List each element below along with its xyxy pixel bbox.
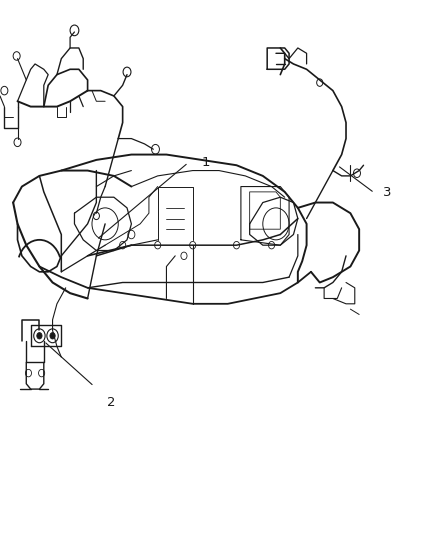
Circle shape — [50, 333, 55, 339]
Text: 2: 2 — [107, 396, 116, 409]
Text: 1: 1 — [201, 156, 210, 169]
Circle shape — [37, 333, 42, 339]
Text: 3: 3 — [383, 187, 392, 199]
